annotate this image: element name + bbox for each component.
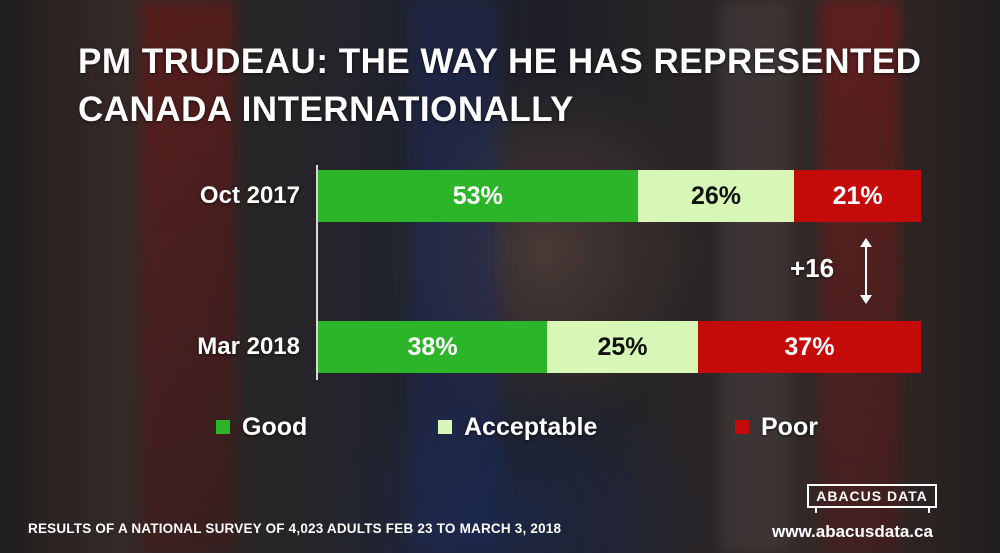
legend-label: Acceptable [464,412,598,441]
bar-segment-acceptable: 26% [637,170,795,222]
bar-segment-acceptable: 25% [547,321,698,373]
axis-line [316,165,318,380]
legend-label: Poor [761,412,818,441]
change-annotation: +16 [790,253,835,283]
legend-swatch [216,420,230,434]
row-label: Oct 2017 [199,182,300,209]
bar-segment-poor: 37% [697,321,921,373]
flag-blue [410,0,500,553]
legend-swatch [438,420,452,434]
flag-red-right [820,0,900,553]
flag-white [720,0,790,553]
bar-row: 53% 26% 21% [318,170,921,222]
logo: ABACUS DATA [807,484,937,508]
chart-title: PM TRUDEAU: THE WAY HE HAS REPRESENTED C… [78,42,922,129]
legend-swatch [735,420,749,434]
legend-label: Good [242,412,308,441]
website-url: www.abacusdata.ca [772,522,933,541]
bar-segment-good: 53% [318,170,638,222]
legend-item: Good [216,412,307,442]
bar-segment-poor: 21% [794,170,921,222]
row-label: Mar 2018 [197,333,300,360]
logo-base [815,508,930,513]
legend-item: Acceptable [438,412,597,442]
double-arrow-icon [860,238,872,304]
bar-segment-good: 38% [318,321,548,373]
footnote: RESULTS OF A NATIONAL SURVEY OF 4,023 AD… [28,521,562,536]
legend-item: Poor [735,412,818,442]
flag-red-left [140,0,235,553]
bar-row: 38% 25% 37% [318,321,921,373]
